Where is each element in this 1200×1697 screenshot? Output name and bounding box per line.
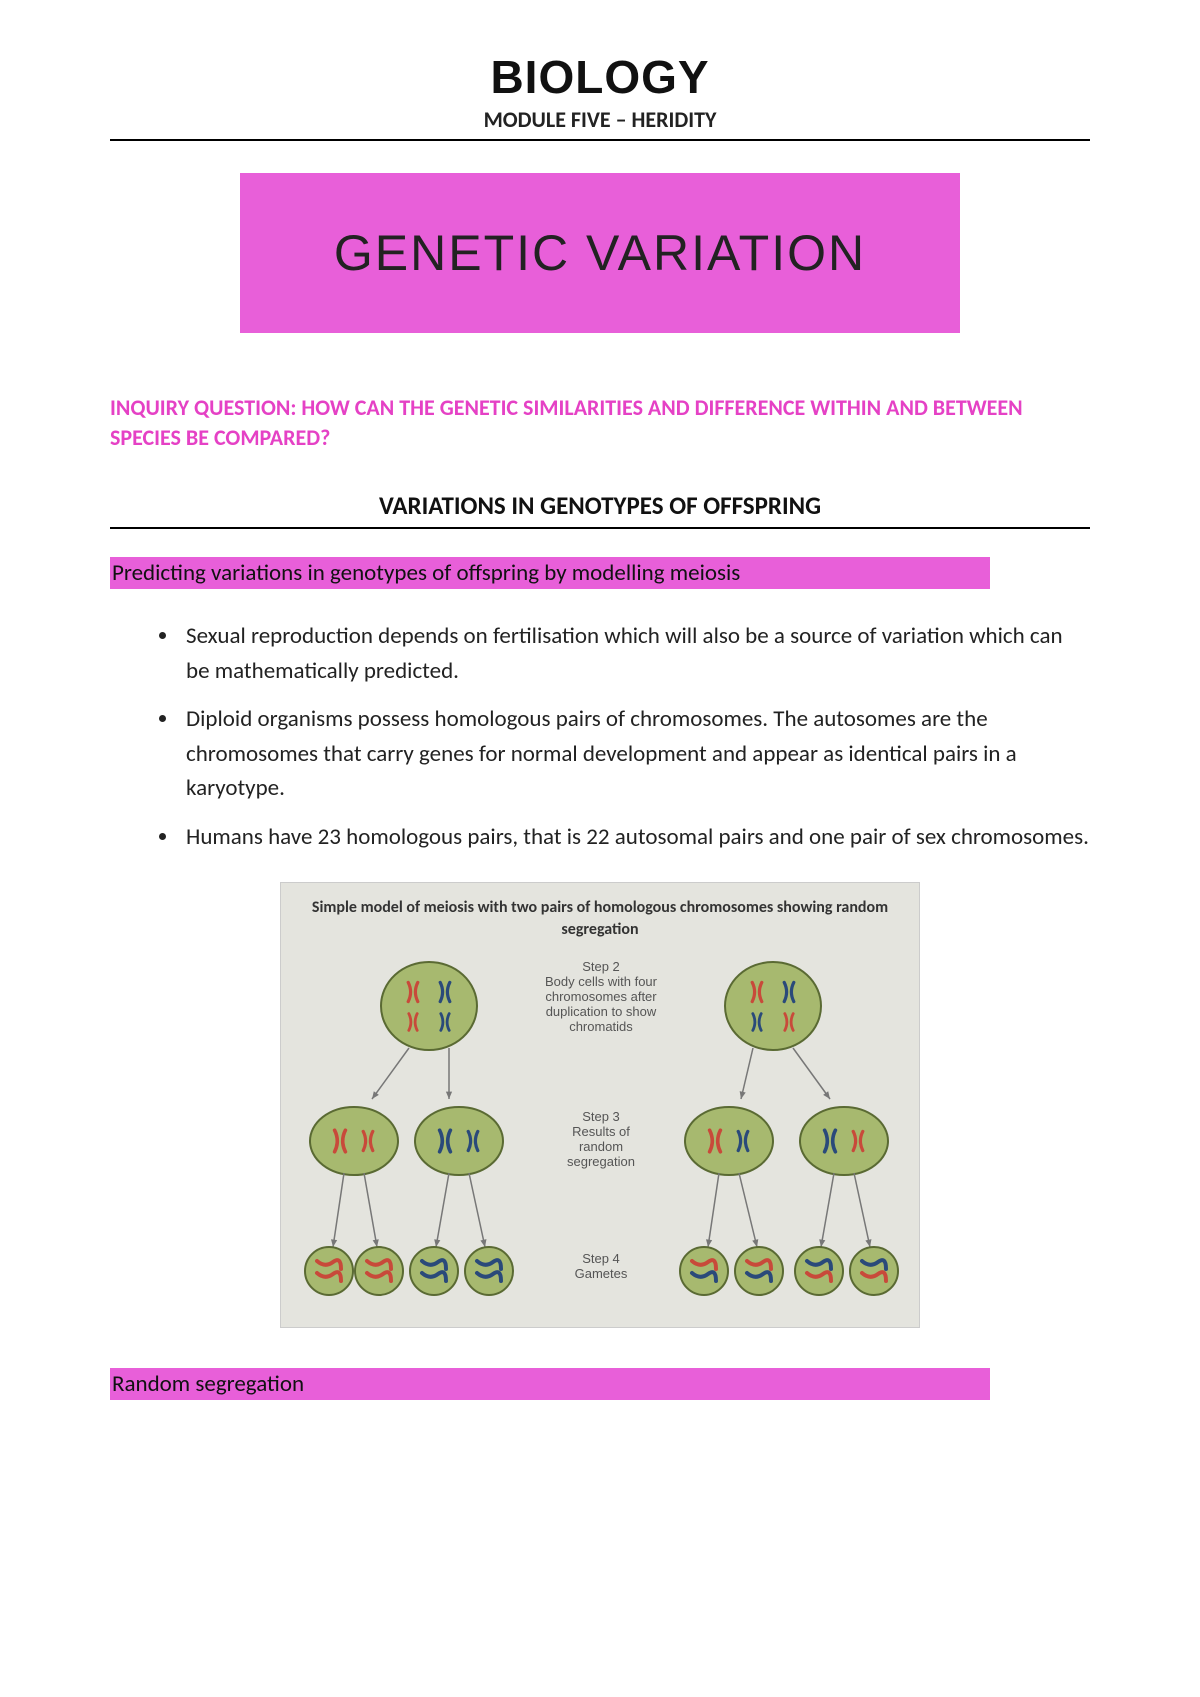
svg-text:Step 3Results ofrandomsegregat: Step 3Results ofrandomsegregation: [567, 1109, 635, 1169]
highlight-random-segregation: Random segregation: [110, 1368, 990, 1400]
bullet-item: Sexual reproduction depends on fertilisa…: [180, 619, 1090, 688]
diagram-title: Simple model of meiosis with two pairs o…: [299, 897, 901, 940]
page-title: BIOLOGY: [110, 50, 1090, 104]
bullet-item: Humans have 23 homologous pairs, that is…: [180, 820, 1090, 855]
meiosis-diagram: Simple model of meiosis with two pairs o…: [280, 882, 920, 1327]
section-divider: [110, 527, 1090, 529]
banner-text: Genetic variation: [334, 224, 866, 282]
page-subtitle: MODULE FIVE – HERIDITY: [110, 106, 1090, 133]
meiosis-svg: Step 2Body cells with fourchromosomes af…: [299, 951, 903, 1311]
inquiry-question: INQUIRY QUESTION: HOW CAN THE GENETIC SI…: [110, 393, 1090, 452]
highlight-predicting-variations: Predicting variations in genotypes of of…: [110, 557, 990, 589]
document-header: BIOLOGY MODULE FIVE – HERIDITY: [110, 50, 1090, 133]
svg-text:Step 4Gametes: Step 4Gametes: [575, 1251, 628, 1281]
bullet-list: Sexual reproduction depends on fertilisa…: [180, 619, 1090, 854]
section-heading: VARIATIONS IN GENOTYPES OF OFFSPRING: [110, 490, 1090, 521]
svg-text:Step 2Body cells with fourchro: Step 2Body cells with fourchromosomes af…: [545, 959, 658, 1034]
topic-banner: Genetic variation: [240, 173, 960, 333]
header-divider: [110, 139, 1090, 141]
bullet-item: Diploid organisms possess homologous pai…: [180, 702, 1090, 806]
